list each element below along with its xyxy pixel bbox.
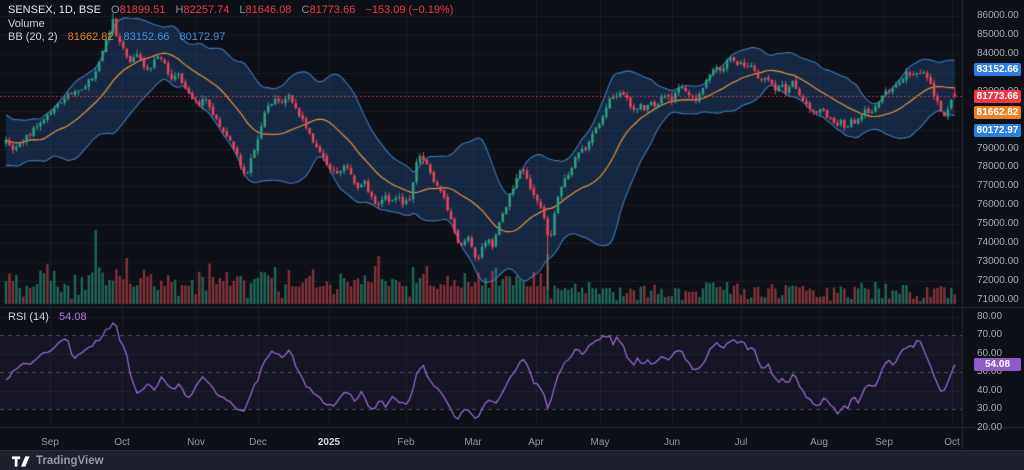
rsi-axis-label: 70.00	[977, 329, 1003, 341]
time-axis-label: 2025	[317, 437, 341, 448]
price-axis-label: 76000.00	[977, 199, 1019, 211]
change-value: −153.09 (−0.19%)	[365, 4, 454, 16]
time-axis-label: May	[590, 437, 610, 448]
price-axis-label: 77000.00	[977, 180, 1019, 192]
price-axis-label: 85000.00	[977, 28, 1019, 40]
time-axis-label: Apr	[528, 437, 544, 448]
bb-legend-row[interactable]: BB (20, 2) 81662.82 83152.66 80172.97	[8, 31, 453, 45]
price-badge: 80172.97	[974, 123, 1021, 137]
close-label: C	[301, 4, 310, 16]
time-axis-label: Mar	[464, 437, 482, 448]
time-axis-label: Dec	[249, 437, 267, 448]
rsi-value: 54.08	[59, 311, 87, 323]
open-value: 81899.51	[119, 4, 166, 16]
bb-upper-value: 83152.66	[123, 31, 170, 43]
open-label: O	[111, 4, 120, 16]
time-axis-label: Aug	[810, 437, 828, 448]
price-axis-label: 73000.00	[977, 256, 1019, 268]
rsi-axis-label: 50.00	[977, 366, 1003, 378]
rsi-indicator-label: RSI (14)	[8, 311, 49, 323]
rsi-axis-label: 80.00	[977, 311, 1003, 322]
rsi-axis-label: 40.00	[977, 384, 1003, 396]
volume-indicator-label: Volume	[8, 17, 45, 30]
bb-basis-value: 81662.82	[67, 31, 114, 43]
price-axis-label: 84000.00	[977, 47, 1019, 59]
time-axis-label: Feb	[397, 437, 415, 448]
price-axis-label: 86000.00	[977, 10, 1019, 21]
tradingview-logo-icon	[12, 455, 30, 467]
rsi-badge: 54.08	[974, 358, 1021, 372]
time-axis-label: Jun	[663, 437, 681, 448]
time-axis-label: Jul	[734, 437, 748, 448]
price-axis-label: 79000.00	[977, 142, 1019, 154]
symbol-legend-row[interactable]: SENSEX, 1D, BSE O81899.51 H82257.74 L816…	[8, 4, 453, 18]
low-value: 81646.08	[245, 4, 292, 16]
low-label: L	[239, 4, 246, 16]
main-legend: SENSEX, 1D, BSE O81899.51 H82257.74 L816…	[8, 4, 453, 45]
time-axis-label: Sep	[41, 437, 59, 448]
rsi-legend-row[interactable]: RSI (14) 54.08	[8, 311, 87, 323]
price-axis-label: 72000.00	[977, 275, 1019, 287]
bb-lower-value: 80172.97	[179, 31, 226, 43]
high-value: 82257.74	[183, 4, 230, 16]
price-axis-label: 74000.00	[977, 237, 1019, 249]
bb-indicator-label: BB (20, 2)	[8, 31, 58, 43]
price-axis-label: 78000.00	[977, 161, 1019, 173]
symbol-title: SENSEX, 1D, BSE	[8, 4, 101, 16]
time-axis-label: Oct	[114, 437, 130, 448]
price-badge: 81662.82	[974, 105, 1021, 119]
time-axis-label: Oct	[944, 437, 960, 448]
time-axis-label: Sep	[875, 437, 893, 448]
tradingview-logo-link[interactable]: TradingView	[12, 455, 104, 467]
rsi-axis-label: 30.00	[977, 403, 1003, 415]
price-badge: 83152.66	[974, 63, 1021, 77]
close-value: 81773.66	[309, 4, 356, 16]
footer-bar: TradingView	[0, 450, 1024, 470]
price-axis-label: 75000.00	[977, 218, 1019, 230]
tradingview-brand-text: TradingView	[36, 455, 104, 467]
price-badge: 81773.66	[974, 89, 1021, 103]
rsi-axis-label: 60.00	[977, 347, 1003, 359]
volume-legend-row[interactable]: Volume	[8, 18, 453, 32]
price-axis-label: 71000.00	[977, 294, 1019, 305]
rsi-axis-label: 20.00	[977, 421, 1003, 433]
time-axis-label: Nov	[187, 437, 205, 448]
high-label: H	[175, 4, 184, 16]
